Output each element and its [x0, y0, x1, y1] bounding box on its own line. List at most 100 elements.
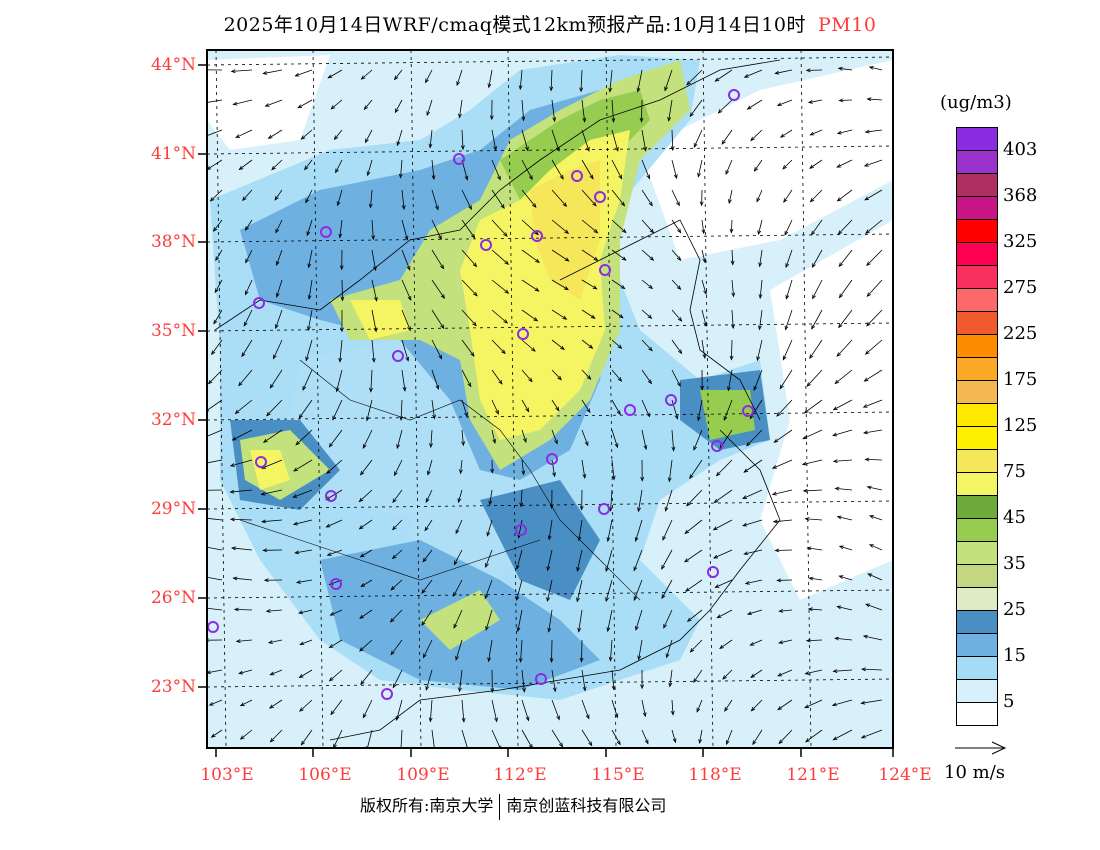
wind-arrow	[579, 69, 584, 93]
wind-arrow	[274, 189, 283, 201]
wind-arrow	[716, 609, 733, 619]
wind-arrow	[639, 99, 644, 123]
wind-arrow	[208, 699, 223, 706]
wind-arrow	[429, 429, 433, 449]
wind-arrow	[453, 609, 463, 629]
wind-arrow	[671, 729, 677, 744]
wind-arrow	[686, 609, 703, 622]
wind-arrow	[581, 429, 589, 447]
wind-arrow	[359, 609, 373, 619]
wind-arrow	[360, 579, 373, 588]
wind-arrow	[234, 399, 253, 415]
station-marker	[535, 673, 547, 685]
wind-arrow	[719, 639, 733, 650]
wind-arrow	[811, 309, 823, 330]
wind-arrow	[834, 369, 853, 385]
wind-arrow	[392, 669, 403, 689]
wind-arrow	[838, 279, 853, 299]
wind-arrow	[579, 639, 584, 663]
station-marker	[453, 153, 465, 165]
wind-arrow	[866, 279, 883, 298]
wind-arrow	[723, 399, 733, 422]
wind-arrow	[804, 517, 823, 521]
wind-arrow	[491, 429, 497, 445]
wind-arrow	[866, 97, 883, 102]
wind-arrow	[611, 189, 626, 207]
wind-arrow	[424, 519, 433, 532]
wind-arrow	[641, 729, 649, 745]
color-bar-swatch	[957, 450, 997, 473]
station-marker	[598, 503, 610, 515]
color-bar-swatch	[957, 404, 997, 427]
wind-arrow	[864, 457, 883, 462]
wind-arrow	[551, 669, 557, 693]
wind-arrow	[338, 339, 343, 363]
wind-arrow	[455, 639, 463, 661]
wind-arrow	[521, 729, 533, 748]
wind-arrow	[307, 279, 313, 300]
wind-arrow	[868, 515, 883, 521]
wind-arrow	[837, 66, 853, 71]
wind-arrow	[389, 609, 403, 623]
wind-arrow	[490, 669, 495, 693]
wind-arrow	[581, 159, 594, 180]
wind-arrow	[422, 639, 433, 659]
longitude-gridline	[800, 50, 812, 748]
wind-arrow	[207, 669, 223, 675]
wind-arrow	[294, 549, 313, 555]
wind-arrow	[549, 639, 554, 663]
wind-arrow	[661, 549, 673, 570]
wind-arrow	[335, 369, 343, 393]
wind-arrow	[262, 429, 283, 443]
wind-arrow	[269, 369, 283, 389]
wind-arrow	[239, 729, 253, 740]
wind-arrow	[693, 669, 703, 684]
wind-arrow	[300, 129, 313, 140]
latitude-gridline	[207, 678, 893, 688]
wind-arrow	[581, 219, 599, 234]
wind-arrow	[551, 399, 560, 412]
wind-arrow	[581, 249, 599, 261]
wind-arrow	[661, 579, 673, 600]
color-bar-swatch	[957, 128, 997, 151]
wind-arrow	[611, 729, 621, 746]
wind-arrow	[330, 699, 343, 716]
wind-arrow	[422, 549, 433, 563]
wind-arrow	[804, 699, 823, 709]
color-bar-swatch	[957, 588, 997, 611]
wind-arrow	[398, 159, 403, 179]
wind-arrow	[546, 549, 553, 572]
longitude-gridline	[892, 50, 893, 78]
map-frame	[206, 49, 894, 749]
wind-arrow	[515, 549, 523, 570]
wind-arrow	[581, 309, 596, 319]
wind-arrow	[488, 489, 493, 506]
wind-arrow	[671, 309, 683, 322]
color-bar-label: 5	[1003, 691, 1015, 712]
wind-arrow	[431, 729, 437, 748]
wind-arrow	[807, 99, 823, 104]
wind-arrow	[776, 578, 793, 583]
wind-arrow	[742, 489, 763, 499]
wind-arrow	[776, 399, 793, 417]
wind-arrow	[696, 699, 703, 713]
wind-arrow	[778, 729, 793, 745]
wind-scale-label: 10 m/s	[944, 762, 1005, 783]
wind-arrow	[461, 189, 472, 211]
wind-arrow	[547, 519, 553, 541]
wind-arrow	[401, 369, 407, 392]
wind-arrow	[516, 609, 523, 633]
wind-arrow	[807, 607, 823, 612]
wind-arrow	[211, 339, 223, 356]
wind-arrow	[783, 189, 793, 203]
wind-arrow	[611, 369, 623, 382]
wind-arrow	[637, 639, 643, 661]
wind-arrow	[838, 545, 853, 551]
wind-arrow	[304, 159, 313, 171]
wind-arrow	[207, 99, 223, 103]
wind-arrow	[551, 459, 556, 478]
wind-arrow	[460, 129, 465, 151]
color-bar-swatch	[957, 634, 997, 657]
wind-arrow	[581, 339, 594, 349]
wind-arrow	[521, 99, 526, 122]
